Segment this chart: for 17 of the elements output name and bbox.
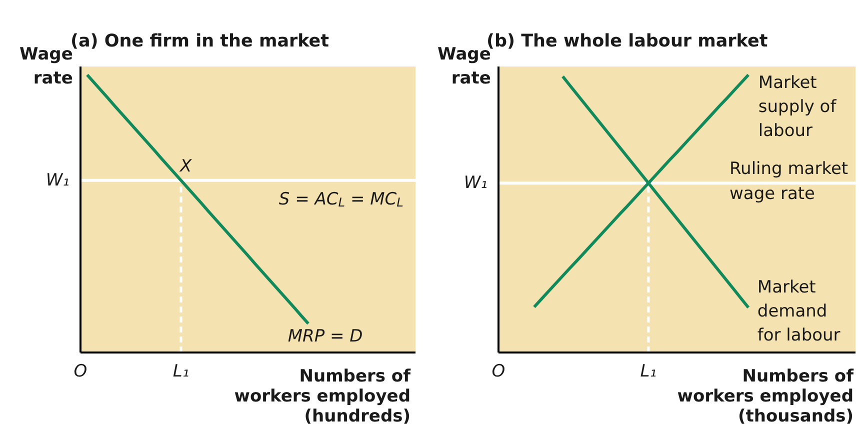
series-label: Market demand for labour: [757, 278, 840, 346]
text: W₁: [464, 173, 488, 194]
chart-title: (a) One firm in the market: [70, 32, 330, 52]
x-tick-label: L₁: [172, 362, 190, 382]
x-axis-title: Numbers of workers employed (hundreds): [234, 366, 412, 425]
x-tick-label: O: [492, 362, 506, 382]
x-axis-title: Numbers of workers employed (thousands): [677, 366, 854, 425]
series-label: MRP = D: [288, 326, 363, 347]
text: W₁: [46, 170, 70, 190]
series-label: Market supply of labour: [758, 72, 838, 141]
x-tick-label: L₁: [640, 362, 657, 382]
chart-title: (b) The whole labour market: [486, 32, 768, 52]
ref-line-label: Ruling market wage rate: [730, 159, 848, 204]
y-axis-title: Wage rate: [20, 44, 73, 88]
annotation: X: [179, 156, 192, 176]
x-tick-label: O: [74, 362, 88, 382]
ref-line-label: S = ACL = MCL: [278, 189, 404, 210]
